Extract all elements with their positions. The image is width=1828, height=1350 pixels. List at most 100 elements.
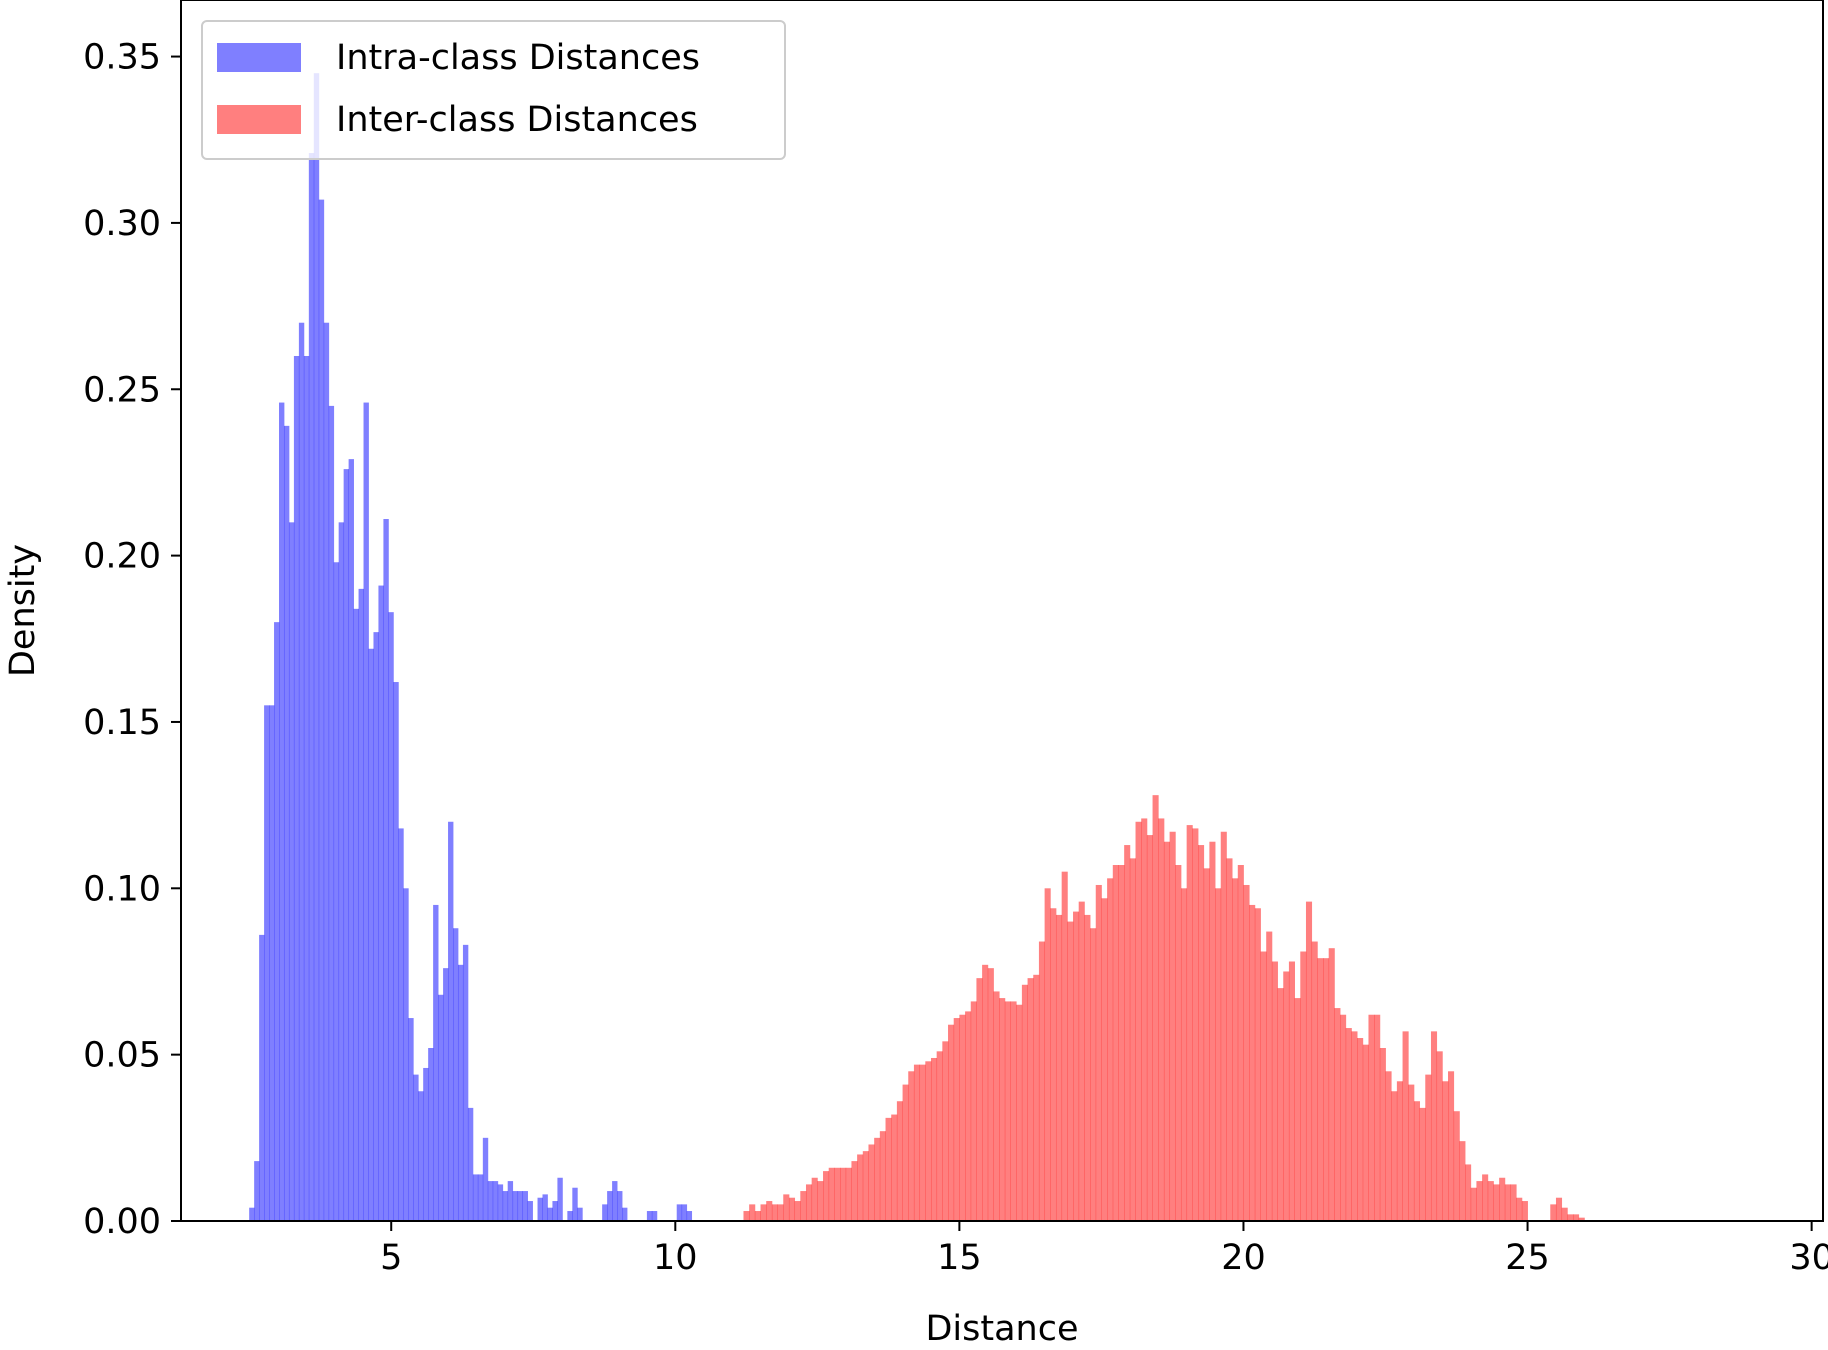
histogram-bar <box>1391 1091 1398 1221</box>
y-tick-label: 0.15 <box>83 703 161 743</box>
histogram-bar <box>1351 1031 1358 1221</box>
histogram-bar <box>771 1204 778 1221</box>
histogram-bar <box>1385 1071 1392 1221</box>
histogram-bar <box>1305 901 1313 1221</box>
histogram-bar <box>1073 911 1080 1221</box>
histogram-bar <box>1084 914 1091 1221</box>
x-tick-label: 20 <box>1221 1238 1266 1278</box>
histogram-bar <box>482 1137 489 1221</box>
histogram-bar <box>1067 921 1074 1221</box>
histogram-bar <box>959 1014 966 1221</box>
histogram-bar <box>919 1064 926 1221</box>
histogram-bar <box>487 1181 494 1221</box>
histogram-bar <box>646 1211 653 1221</box>
histogram-bar <box>537 1197 543 1221</box>
histogram-bar <box>1027 978 1034 1221</box>
histogram-bar <box>902 1084 909 1221</box>
histogram-bar <box>788 1197 796 1221</box>
histogram-bar <box>1090 928 1097 1221</box>
histogram-bar <box>1374 1014 1381 1221</box>
histogram-bar <box>1254 908 1261 1221</box>
histogram-bar <box>1169 831 1176 1221</box>
histogram-bar <box>987 968 994 1221</box>
histogram-bar <box>393 682 399 1221</box>
histogram-bar <box>1271 961 1278 1221</box>
histogram-bar <box>1226 858 1233 1221</box>
histogram-bar <box>1078 901 1085 1221</box>
histogram-bar <box>1220 831 1227 1221</box>
histogram-bar <box>999 998 1006 1221</box>
histogram-bar <box>358 588 364 1221</box>
histogram-bar <box>1203 868 1210 1221</box>
histogram-bar <box>383 519 389 1221</box>
histogram-bar <box>942 1041 949 1221</box>
histogram-bar <box>318 199 325 1221</box>
histogram-bar <box>1396 1081 1403 1221</box>
histogram-bar <box>1482 1174 1489 1221</box>
histogram-bar <box>1504 1184 1511 1221</box>
histogram-bar <box>547 1207 553 1221</box>
histogram-bar <box>1209 841 1216 1221</box>
bars-layer <box>249 73 1585 1222</box>
histogram-bar <box>279 402 285 1221</box>
histogram-bar <box>1430 1031 1438 1221</box>
histogram-bar <box>1004 1001 1011 1221</box>
histogram-bar <box>1334 1008 1341 1221</box>
histogram-bar <box>467 1107 474 1221</box>
histogram-bar <box>308 153 315 1221</box>
histogram-bar <box>254 1161 260 1221</box>
histogram-bar <box>936 1051 943 1221</box>
histogram-bar <box>378 585 384 1221</box>
histogram-bar <box>1419 1107 1426 1221</box>
histogram-bar <box>1499 1177 1506 1221</box>
histogram-bar <box>800 1191 807 1221</box>
histogram-bar <box>1465 1164 1472 1221</box>
histogram-bar <box>428 1048 434 1221</box>
histogram-bar <box>1294 998 1301 1221</box>
histogram-bar <box>896 1101 903 1221</box>
histogram-bar <box>794 1201 801 1221</box>
histogram-bar <box>930 1057 938 1221</box>
histogram-bar <box>1516 1197 1523 1221</box>
histogram-bar <box>512 1191 519 1221</box>
histogram-bar <box>502 1191 509 1221</box>
histogram-bar <box>1413 1101 1420 1221</box>
histogram-bar <box>1328 948 1335 1221</box>
histogram-bar <box>1158 818 1165 1221</box>
histogram-bar <box>1567 1214 1574 1221</box>
y-tick-label: 0.20 <box>83 537 161 577</box>
histogram-bar <box>868 1144 875 1221</box>
histogram-bar <box>953 1018 960 1221</box>
histogram-bar <box>249 1207 255 1221</box>
histogram-bar <box>1044 888 1051 1221</box>
histogram-bar <box>1573 1214 1580 1221</box>
y-tick-label: 0.10 <box>83 869 161 909</box>
histogram-bar <box>408 1018 414 1221</box>
histogram-bar <box>777 1204 784 1221</box>
histogram-bar <box>373 632 379 1221</box>
histogram-bar <box>1368 1014 1375 1221</box>
histogram-bar <box>1243 884 1250 1221</box>
histogram-bar <box>913 1064 921 1221</box>
histogram-bar <box>1021 984 1028 1221</box>
histogram-bar <box>457 964 464 1221</box>
histogram-bar <box>1277 988 1284 1221</box>
histogram-bar <box>507 1181 514 1221</box>
legend-swatch <box>217 105 301 134</box>
histogram-bar <box>1016 1004 1023 1221</box>
y-tick-label: 0.05 <box>83 1036 161 1076</box>
y-tick-label: 0.00 <box>83 1202 161 1242</box>
histogram-bar <box>607 1191 613 1221</box>
histogram-bar <box>477 1174 484 1221</box>
histogram-bar <box>754 1211 761 1221</box>
plot-frame <box>180 0 1824 1222</box>
histogram-bar <box>622 1207 628 1221</box>
histogram-bar <box>1141 818 1148 1221</box>
histogram-bar <box>323 322 330 1222</box>
histogram-bar <box>1038 941 1046 1221</box>
histogram-bar <box>1357 1038 1364 1221</box>
histogram-bar <box>1215 888 1222 1221</box>
histogram-bar <box>293 355 300 1221</box>
histogram-bar <box>1300 951 1307 1221</box>
histogram-bar <box>1470 1187 1477 1221</box>
